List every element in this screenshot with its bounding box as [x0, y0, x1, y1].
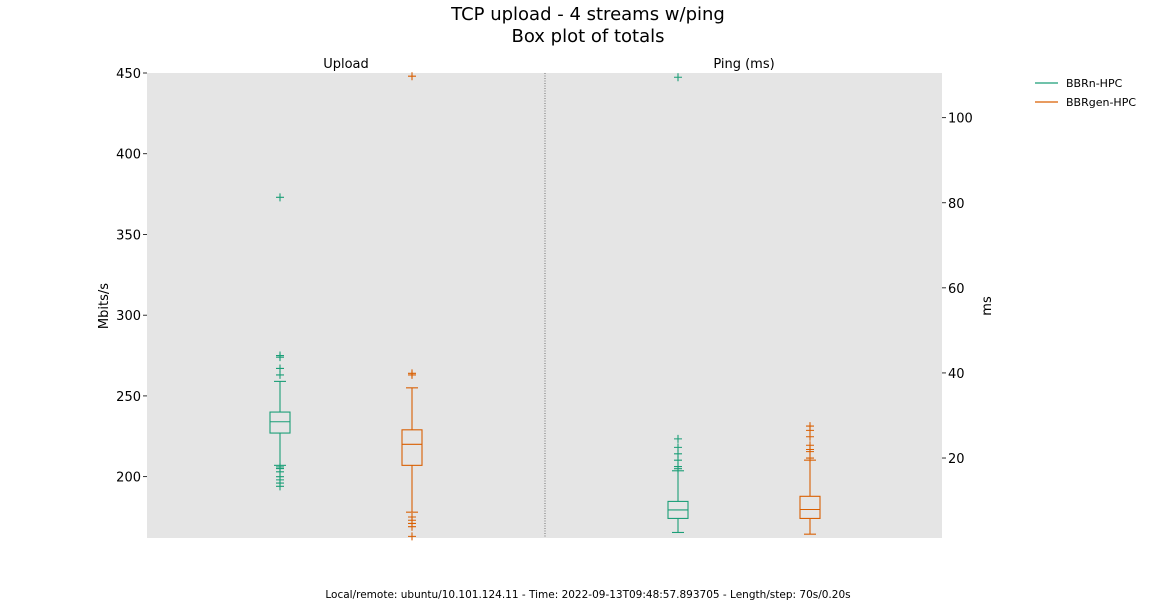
- chart-subtitle: Box plot of totals: [511, 26, 664, 47]
- box-upload-bbrgen-hpc-outlier: [408, 369, 416, 378]
- box-upload-bbrgen-hpc-outlier: [408, 513, 416, 522]
- box-upload-bbrgen-hpc-outlier: [408, 72, 416, 81]
- right-tick-label: 100: [948, 112, 973, 127]
- left-tick-label: 250: [116, 390, 141, 405]
- right-tick-label: 40: [948, 367, 965, 382]
- right-axis-ticks: 20 40 60 80 100: [942, 112, 973, 467]
- left-tick-label: 400: [116, 148, 141, 163]
- chart-title: TCP upload - 4 streams w/ping: [450, 4, 725, 25]
- box-upload-bbrn-hpc-outlier: [276, 462, 284, 471]
- box-upload-bbrgen-hpc-iqr: [401, 429, 423, 466]
- left-tick-label: 350: [116, 228, 141, 243]
- box-upload-bbrgen-hpc-outlier: [408, 532, 416, 541]
- box-upload-bbrn-hpc-outlier: [276, 351, 284, 360]
- box-upload-bbrn-hpc-outlier: [276, 364, 284, 373]
- left-axis-label: Mbits/s: [97, 283, 112, 329]
- box-ping-bbrgen-hpc-outlier: [806, 422, 814, 431]
- left-axis-ticks: 200 250 300 350 400 450: [116, 67, 147, 486]
- box-ping-bbrgen-hpc-iqr: [799, 495, 821, 519]
- legend-label-bbrn-hpc: BBRn-HPC: [1066, 77, 1123, 90]
- box-ping-bbrn-hpc-outlier: [674, 443, 682, 452]
- right-tick-label: 60: [948, 282, 965, 297]
- legend: BBRn-HPC BBRgen-HPC: [1035, 77, 1136, 109]
- panel-title-ping: Ping (ms): [713, 57, 774, 72]
- box-ping-bbrgen-hpc-outlier: [806, 441, 814, 450]
- box-upload-bbrn-hpc-outlier: [276, 193, 284, 202]
- right-tick-label: 80: [948, 197, 965, 212]
- panel-title-upload: Upload: [323, 57, 369, 72]
- plot-background: [147, 73, 942, 538]
- right-axis-label: ms: [980, 296, 995, 316]
- chart-footer: Local/remote: ubuntu/10.101.124.11 - Tim…: [325, 589, 850, 601]
- box-plots: [269, 72, 821, 541]
- right-tick-label: 20: [948, 452, 965, 467]
- left-tick-label: 450: [116, 67, 141, 82]
- left-tick-label: 300: [116, 309, 141, 324]
- box-ping-bbrn-hpc-outlier: [674, 73, 682, 82]
- box-upload-bbrn-hpc-iqr: [269, 411, 291, 434]
- box-ping-bbrn-hpc-outlier: [674, 434, 682, 443]
- left-tick-label: 200: [116, 471, 141, 486]
- legend-label-bbrgen-hpc: BBRgen-HPC: [1066, 96, 1136, 109]
